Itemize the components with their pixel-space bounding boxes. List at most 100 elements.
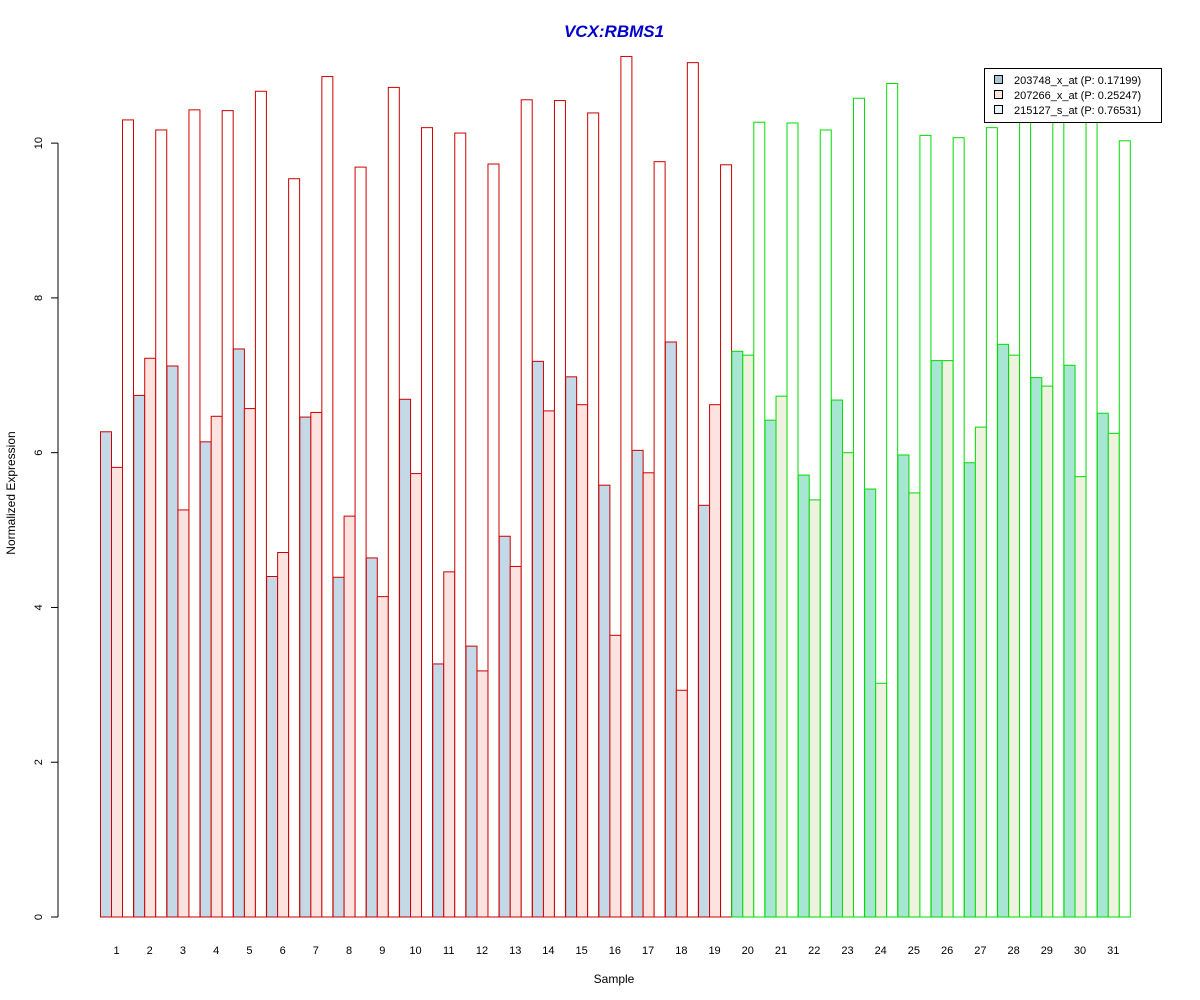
bar: [941, 360, 954, 918]
bars: [100, 55, 1131, 918]
x-tick-label: 2: [147, 945, 153, 957]
bar: [786, 122, 799, 918]
bar: [664, 341, 677, 918]
bar: [620, 55, 633, 918]
bar: [598, 484, 611, 918]
bar: [1085, 116, 1098, 918]
bar: [720, 164, 733, 918]
bar: [277, 552, 290, 918]
bar: [376, 596, 389, 918]
bar: [133, 394, 146, 918]
x-tick-label: 16: [609, 945, 621, 957]
bar: [343, 515, 356, 918]
y-tick-label: 0: [33, 914, 45, 920]
bar: [188, 109, 201, 918]
bar: [675, 689, 688, 918]
y-axis: 0 2 4 6 8 10: [33, 137, 59, 920]
bar: [443, 571, 456, 918]
bar: [553, 100, 566, 918]
bar: [1107, 432, 1120, 918]
bar: [985, 127, 998, 918]
bar: [653, 161, 666, 918]
legend-box: [984, 68, 1162, 123]
bar: [266, 575, 279, 918]
x-tick-label: 8: [346, 945, 352, 957]
y-tick-label: 8: [33, 295, 45, 301]
x-tick-label: 25: [908, 945, 920, 957]
legend: 203748_x_at (P: 0.17199) 207266_x_at (P: …: [984, 68, 1162, 123]
bar: [1118, 140, 1131, 918]
bar: [509, 565, 522, 918]
bar: [952, 137, 965, 918]
x-tick-label: 27: [974, 945, 986, 957]
bar: [1096, 412, 1109, 918]
bar: [1019, 119, 1032, 918]
bar: [399, 398, 412, 918]
x-tick-label: 10: [409, 945, 421, 957]
x-tick-label: 24: [875, 945, 887, 957]
bar: [609, 634, 622, 918]
legend-swatch: [994, 105, 1003, 114]
y-tick-label: 10: [33, 137, 45, 149]
bar: [243, 408, 256, 918]
bar: [100, 431, 112, 918]
bar: [476, 670, 489, 918]
x-tick-label: 23: [841, 945, 853, 957]
x-tick-label: 30: [1074, 945, 1086, 957]
bar: [210, 415, 223, 918]
bar: [288, 178, 301, 918]
x-tick-label: 9: [379, 945, 385, 957]
bar: [808, 499, 821, 918]
bar: [919, 134, 932, 918]
bar: [908, 492, 921, 918]
legend-swatch: [994, 75, 1003, 84]
bar: [1074, 476, 1087, 918]
bar: [731, 350, 744, 918]
x-tick-label: 5: [246, 945, 252, 957]
bar: [819, 129, 832, 918]
bar: [587, 112, 600, 918]
legend-label: 203748_x_at (P: 0.17199): [1014, 75, 1141, 87]
bar: [886, 83, 899, 918]
legend-label: 207266_x_at (P: 0.25247): [1014, 90, 1141, 102]
bar: [864, 488, 877, 918]
x-tick-label: 29: [1041, 945, 1053, 957]
bar: [487, 163, 500, 918]
bar: [565, 376, 578, 918]
bar: [155, 129, 168, 918]
bar: [686, 62, 699, 918]
bar: [642, 472, 655, 918]
bar: [321, 76, 334, 918]
bar: [454, 132, 467, 918]
bar: [709, 404, 722, 918]
bar: [775, 395, 788, 918]
bar: [631, 449, 644, 918]
x-tick-label: 1: [113, 945, 119, 957]
bar: [764, 419, 777, 918]
bar: [830, 399, 843, 918]
x-tick-label: 7: [313, 945, 319, 957]
x-tick-label: 18: [675, 945, 687, 957]
x-tick-label: 17: [642, 945, 654, 957]
x-tick-label: 31: [1107, 945, 1119, 957]
bar: [698, 504, 711, 918]
bar: [542, 410, 555, 918]
y-tick-label: 4: [33, 604, 45, 610]
bar: [1030, 377, 1043, 918]
x-tick-label: 21: [775, 945, 787, 957]
x-tick-label: 26: [941, 945, 953, 957]
bar: [997, 343, 1010, 918]
bar: [122, 119, 134, 918]
bar: [221, 110, 234, 918]
bar: [387, 86, 400, 918]
bar: [576, 404, 589, 918]
bar: [531, 360, 544, 918]
x-axis-label: Sample: [594, 972, 635, 986]
bar: [1008, 354, 1021, 918]
x-tick-label: 13: [509, 945, 521, 957]
x-tick-label: 11: [443, 945, 454, 957]
x-axis: 1 2 3 4 5 6 7 8 9 10 11 12 13 14 15 16 17 18 19 20 21 22 23 24 2…: [113, 945, 1119, 957]
bar: [199, 441, 212, 918]
x-tick-label: 19: [708, 945, 720, 957]
